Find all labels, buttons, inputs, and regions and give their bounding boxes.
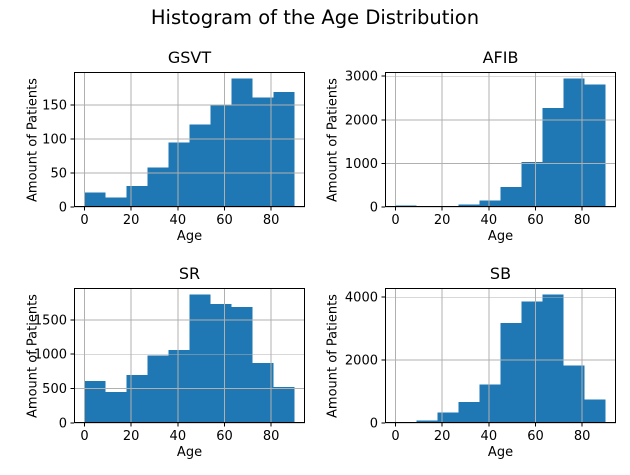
histogram-bar — [189, 124, 211, 207]
subplot-gsvt: GSVT Amount of Patients 0 20 40 60 80 0 50 100 1… — [26, 49, 305, 244]
x-tick-label: 40 — [481, 429, 498, 444]
y-tick-label: 500 — [42, 382, 67, 397]
histogram-bar — [147, 167, 169, 207]
histogram-bar — [147, 355, 169, 423]
plot-area-gsvt: 0 20 40 60 80 0 50 100 150 — [42, 72, 305, 228]
x-tick-label: 20 — [123, 213, 140, 228]
x-tick-label: 40 — [481, 213, 498, 228]
histogram-bar — [273, 92, 295, 207]
x-axis-label: Age — [176, 445, 203, 460]
x-axis-label: Age — [487, 445, 514, 460]
histogram-bar — [252, 363, 274, 423]
axes-spines — [74, 288, 305, 423]
x-tick-label: 80 — [263, 429, 280, 444]
x-tick-label: 80 — [263, 213, 280, 228]
histogram-bar — [500, 323, 522, 423]
y-tick-label: 1000 — [345, 157, 378, 172]
histogram-bar — [168, 142, 190, 207]
histogram-bar — [273, 387, 295, 423]
x-tick-label: 20 — [434, 429, 451, 444]
histogram-bar — [105, 392, 127, 423]
histogram-bar — [168, 350, 190, 423]
subplot-title-sb: SB — [489, 264, 512, 283]
x-tick-label: 0 — [391, 429, 399, 444]
histogram-bar — [189, 294, 211, 423]
subplot-title-afib: AFIB — [482, 48, 519, 67]
y-axis-label: Amount of Patients — [325, 293, 341, 418]
x-tick-label: 0 — [80, 429, 88, 444]
figure-title: Histogram of the Age Distribution — [150, 6, 480, 29]
histogram-bar — [521, 301, 543, 423]
histogram-bar — [210, 104, 232, 207]
subplot-sb: SB Amount of Patients 0 20 40 60 80 0 2000 4000… — [326, 265, 616, 460]
x-tick-label: 60 — [527, 429, 544, 444]
y-axis-label: Amount of Patients — [25, 77, 41, 202]
subplot-sr: SR Amount of Patients 0 20 40 60 80 0 500 1000 1… — [26, 265, 305, 460]
x-tick-label: 40 — [170, 213, 187, 228]
histogram-bar — [84, 381, 106, 423]
histogram-bar — [84, 192, 106, 207]
histogram-bar — [231, 78, 253, 207]
y-tick-label: 4000 — [345, 291, 378, 306]
histogram-bar — [542, 294, 564, 423]
histogram-bar — [437, 412, 459, 423]
x-axis-label: Age — [487, 229, 514, 244]
histogram-bar — [210, 304, 232, 423]
y-tick-label: 2000 — [345, 354, 378, 369]
y-tick-label: 1000 — [34, 348, 67, 363]
y-tick-label: 2000 — [345, 113, 378, 128]
y-tick-label: 150 — [42, 98, 67, 113]
x-axis-label: Age — [176, 229, 203, 244]
histogram-bar — [479, 200, 501, 207]
histogram-bar — [542, 108, 564, 207]
plot-area-sr: 0 20 40 60 80 0 500 1000 1500 — [34, 288, 305, 444]
y-tick-label: 100 — [42, 132, 67, 147]
subplot-title-sr: SR — [178, 264, 201, 283]
x-tick-label: 60 — [216, 213, 233, 228]
subplot-afib: AFIB Amount of Patients 0 20 40 60 80 0 1000 20… — [326, 49, 616, 244]
plot-area-sb: 0 20 40 60 80 0 2000 4000 — [345, 288, 616, 444]
histogram-bar — [458, 204, 480, 207]
histogram-bar — [500, 186, 522, 207]
plot-area-afib: 0 20 40 60 80 0 1000 2000 3000 — [345, 70, 616, 228]
x-tick-label: 0 — [80, 213, 88, 228]
histogram-bar — [479, 384, 501, 423]
x-tick-label: 0 — [391, 213, 399, 228]
histogram-bar — [584, 84, 606, 207]
axes-spines — [74, 72, 305, 207]
y-tick-label: 0 — [59, 417, 67, 432]
histogram-bar — [458, 401, 480, 423]
y-tick-label: 0 — [370, 417, 378, 432]
x-tick-label: 80 — [574, 213, 591, 228]
histogram-bar — [584, 399, 606, 423]
axes-spines — [385, 288, 616, 423]
axes-spines — [385, 72, 616, 207]
y-tick-label: 1500 — [34, 313, 67, 328]
y-axis-label: Amount of Patients — [325, 77, 341, 202]
y-tick-label: 3000 — [345, 70, 378, 85]
x-tick-label: 60 — [216, 429, 233, 444]
x-tick-label: 80 — [574, 429, 591, 444]
subplot-title-gsvt: GSVT — [167, 48, 212, 67]
x-tick-label: 20 — [123, 429, 140, 444]
x-tick-label: 60 — [527, 213, 544, 228]
y-tick-label: 0 — [59, 201, 67, 216]
histogram-bar — [126, 374, 148, 423]
histogram-bar — [416, 420, 438, 423]
histogram-bar — [563, 365, 585, 423]
y-tick-label: 50 — [50, 166, 67, 181]
x-tick-label: 40 — [170, 429, 187, 444]
x-tick-label: 20 — [434, 213, 451, 228]
histogram-bar — [231, 306, 253, 423]
histogram-bar — [563, 78, 585, 208]
histogram-bar — [126, 185, 148, 207]
histogram-bar — [105, 197, 127, 207]
histogram-bar — [521, 162, 543, 207]
y-tick-label: 0 — [370, 201, 378, 216]
histogram-bar — [252, 97, 274, 207]
